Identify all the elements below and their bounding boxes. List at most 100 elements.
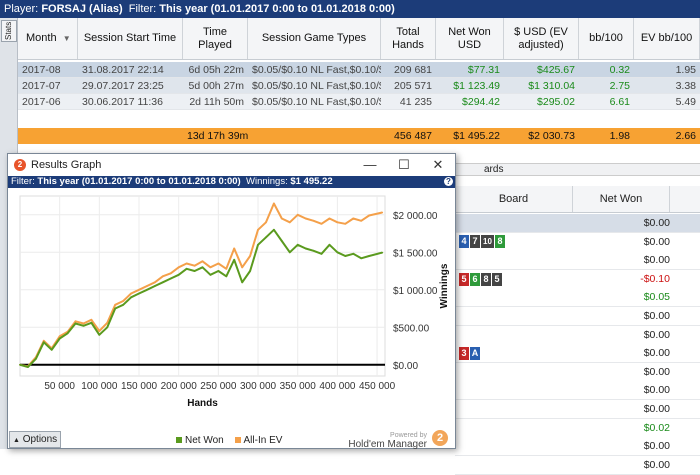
data-point: [42, 341, 45, 344]
hand-row[interactable]: $0.00: [455, 362, 700, 382]
data-point: [98, 330, 101, 332]
hand-row[interactable]: $0.00: [455, 251, 700, 271]
graph-footer: ▲ Options Net Won All-In EV Powered by Ho…: [8, 428, 455, 450]
data-point: [360, 257, 363, 260]
y-axis-label: Winnings: [439, 263, 450, 308]
column-header-time-played[interactable]: Time Played: [183, 18, 248, 59]
data-point: [130, 296, 132, 299]
session-cell-start: 30.06.2017 11:36: [82, 96, 163, 108]
player-name[interactable]: FORSAJ (Alias): [41, 3, 123, 15]
hand-net-won: -$0.10: [640, 272, 670, 285]
options-button[interactable]: ▲ Options: [9, 431, 61, 448]
hand-row[interactable]: $0.00: [455, 400, 700, 419]
winnings-value: $1 495.22: [290, 176, 333, 187]
x-tick-label: 450 000: [359, 381, 396, 392]
x-tick-label: 200 000: [161, 381, 198, 392]
hand-net-won: $0.05: [643, 291, 670, 304]
maximize-button[interactable]: ☐: [398, 157, 410, 172]
column-header-session-start[interactable]: Session Start Time: [78, 18, 183, 59]
column-header-month[interactable]: Month ▼: [18, 18, 78, 59]
session-row[interactable]: 2017-07 29.07.2017 23:25 5d 00h 27m $0.05/$…: [18, 78, 700, 94]
hand-row[interactable]: $0.00: [455, 437, 700, 457]
hand-row[interactable]: $0.00: [455, 381, 700, 401]
data-point: [27, 366, 29, 368]
close-button[interactable]: ✕: [432, 157, 444, 172]
window-title-bar: 2 Results Graph — ☐ ✕: [8, 154, 455, 176]
data-point: [177, 266, 180, 269]
data-point: [336, 221, 339, 224]
session-row[interactable]: 2017-08 31.08.2017 22:14 6d 05h 22m $0.05/$…: [18, 62, 700, 78]
hand-net-won: $0.00: [643, 217, 670, 229]
column-header-board[interactable]: Board: [455, 186, 573, 212]
triangle-up-icon: ▲: [13, 437, 20, 444]
hand-row[interactable]: $0.02: [455, 418, 700, 438]
column-header-ev-bb100[interactable]: EV bb/100: [634, 18, 700, 59]
data-point: [177, 273, 180, 276]
hand-net-won: $0.00: [643, 365, 670, 378]
column-header-bb100[interactable]: bb/100: [579, 18, 634, 59]
session-cell-played: 6d 05h 22m: [188, 64, 244, 76]
filter-label: Filter:: [128, 3, 157, 15]
x-tick-label: 50 000: [44, 381, 75, 392]
hand-row[interactable]: 3 A $0.00: [455, 344, 700, 364]
data-point: [19, 363, 21, 366]
data-point: [161, 281, 164, 284]
data-point: [249, 270, 252, 272]
hand-row[interactable]: 4 7 10 8 $0.00: [455, 232, 700, 252]
data-point: [114, 307, 117, 310]
help-icon[interactable]: ?: [444, 177, 453, 186]
data-point: [98, 333, 101, 336]
data-point: [74, 322, 77, 325]
summary-time-played: 13d 17h 39m: [187, 130, 249, 142]
y-tick-label: $1 500.00: [393, 248, 438, 259]
column-header-net-won[interactable]: Net Won USD: [436, 18, 504, 59]
data-point: [209, 273, 212, 276]
data-point: [273, 202, 275, 205]
column-header-ev-adjusted[interactable]: $ USD (EV adjusted): [504, 18, 579, 59]
data-point: [209, 266, 212, 269]
summary-net-won: $1 495.22: [453, 130, 500, 142]
hand-row[interactable]: $0.00: [455, 307, 700, 326]
minimize-button[interactable]: —: [363, 157, 377, 172]
data-point: [82, 322, 85, 325]
session-row[interactable]: 2017-06 30.06.2017 11:36 2d 11h 50m $0.05/$…: [18, 94, 700, 110]
data-point: [352, 252, 355, 255]
legend-swatch-net-won: [176, 437, 182, 444]
data-point: [265, 236, 267, 239]
data-point: [146, 285, 148, 287]
hand-row[interactable]: $0.00: [455, 325, 700, 345]
data-point: [336, 251, 339, 254]
card: 10: [481, 235, 494, 249]
hand-row[interactable]: $0.00: [455, 455, 700, 475]
y-tick-label: $2 000.00: [393, 211, 438, 222]
session-cell-hands: 209 681: [394, 64, 432, 76]
column-header-total-hands[interactable]: Total Hands: [381, 18, 436, 59]
session-cell-month: 2017-07: [22, 80, 61, 92]
hand-row[interactable]: $0.00: [455, 214, 700, 233]
data-point: [320, 252, 323, 255]
data-point: [74, 320, 77, 323]
column-header-net-won-hands[interactable]: Net Won: [573, 186, 670, 212]
stats-tab[interactable]: Stats: [1, 20, 17, 42]
data-point: [225, 267, 228, 270]
sessions-summary-row: 13d 17h 39m 456 487 $1 495.22 $2 030.73 …: [18, 128, 700, 144]
filter-value[interactable]: This year (01.01.2017 0:00 to 01.01.2018…: [159, 3, 395, 15]
data-point: [217, 270, 220, 272]
data-point: [296, 243, 299, 246]
data-point: [288, 221, 291, 224]
session-cell-net: $294.42: [462, 96, 500, 108]
hand-board: [455, 419, 573, 437]
hand-row[interactable]: $0.05: [455, 288, 700, 308]
hand-row[interactable]: 5 6 8 5 -$0.10: [455, 269, 700, 289]
data-point: [304, 217, 307, 220]
graph-filter-value: This year (01.01.2017 0:00 to 01.01.2018…: [37, 176, 241, 187]
data-point: [328, 243, 331, 246]
data-point: [360, 219, 363, 222]
hand-board: [455, 381, 573, 399]
column-header-game-types[interactable]: Session Game Types: [248, 18, 381, 59]
app-logo-icon: 2: [14, 159, 26, 171]
hands-panel-tab[interactable]: ards: [455, 164, 700, 176]
data-point: [193, 270, 196, 272]
session-cell-played: 5d 00h 27m: [188, 80, 244, 92]
x-tick-label: 100 000: [81, 381, 118, 392]
